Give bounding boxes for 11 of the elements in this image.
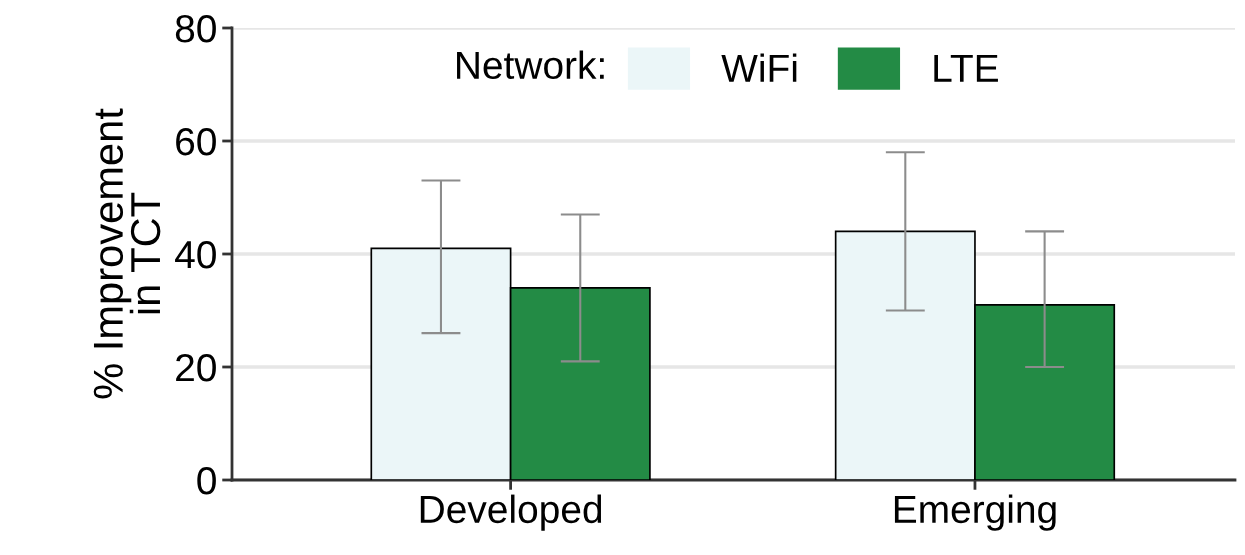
x-tick-label: Emerging (894, 494, 1056, 531)
y-tick-label: 40 (175, 240, 216, 269)
y-tick-label: 80 (175, 14, 216, 43)
legend-label: LTE (934, 54, 998, 82)
legend-label: WiFi (721, 53, 797, 82)
y-axis-title: % Improvement in TCT (93, 108, 161, 399)
y-tick-label: 0 (197, 466, 216, 495)
y-tick-label: 20 (176, 353, 216, 382)
legend-title: Network: (457, 50, 604, 80)
x-tick-label: Developed (420, 494, 602, 531)
y-tick-label: 60 (176, 127, 216, 156)
